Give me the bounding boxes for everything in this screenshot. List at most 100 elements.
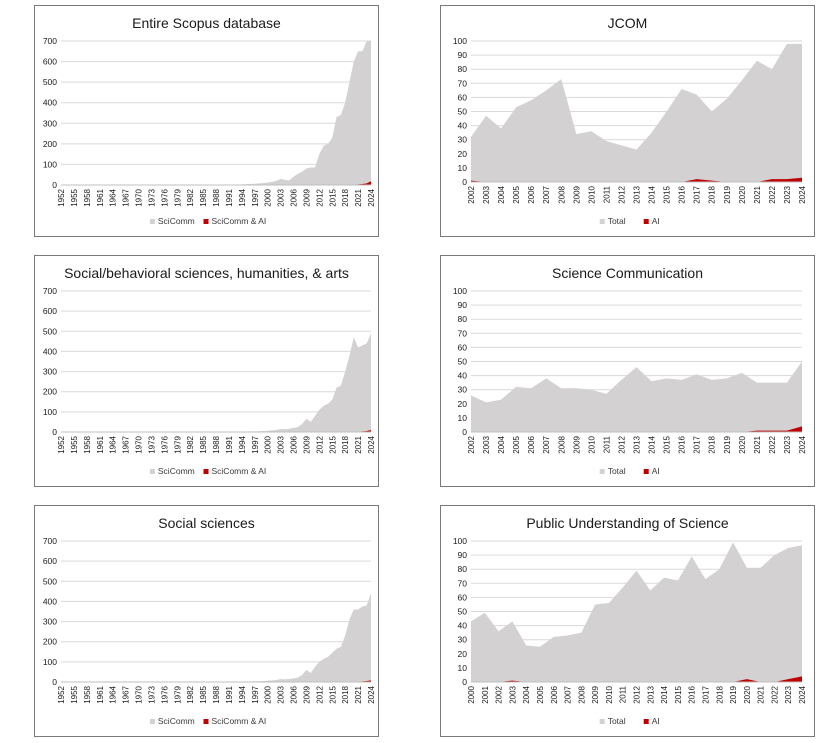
legend-label: AI — [652, 466, 660, 476]
x-tick-label: 2020 — [738, 185, 747, 203]
y-tick-label: 30 — [458, 385, 468, 395]
chart-panel-social-behavioral: 0 100 200 300 400 500 600 700 1952 1955 1958 1961 19… — [34, 255, 379, 487]
y-tick-label: 0 — [52, 677, 57, 687]
y-tick-label: 700 — [43, 536, 57, 546]
y-tick-label: 0 — [462, 427, 467, 437]
y-tick-label: 40 — [458, 371, 468, 381]
chart-title: Public Understanding of Science — [526, 515, 729, 531]
y-tick-label: 70 — [458, 78, 468, 88]
y-tick-label: 500 — [43, 576, 57, 586]
y-tick-label: 90 — [458, 300, 468, 310]
x-tick-label: 2017 — [701, 685, 710, 703]
x-tick-label: 2011 — [619, 685, 628, 703]
x-tick-label: 2013 — [646, 685, 655, 703]
x-tick-label: 2024 — [798, 185, 807, 203]
x-tick-label: 2021 — [354, 435, 363, 453]
x-tick-label: 1955 — [70, 188, 79, 206]
x-tick-label: 1955 — [70, 435, 79, 453]
legend-label: Total — [608, 716, 626, 726]
x-tick-label: 2019 — [729, 685, 738, 703]
y-tick-label: 0 — [462, 677, 467, 687]
x-tick-label: 1979 — [173, 435, 182, 453]
x-tick-label: 2005 — [512, 185, 521, 203]
y-tick-label: 40 — [458, 121, 468, 131]
y-tick-label: 0 — [52, 427, 57, 437]
legend-swatch — [643, 469, 649, 474]
legend: SciComm SciComm & AI — [149, 216, 266, 226]
y-tick-label: 300 — [43, 617, 57, 627]
legend-swatch — [643, 719, 649, 724]
series-area-ai — [471, 426, 802, 432]
series-area-scicomm — [61, 333, 371, 432]
series-area-total — [471, 43, 802, 182]
y-tick-label: 50 — [458, 357, 468, 367]
series-area-total — [471, 542, 802, 682]
x-tick-label: 1952 — [57, 685, 66, 703]
x-tick-label: 2016 — [678, 185, 687, 203]
y-tick-label: 600 — [43, 306, 57, 316]
x-tick-label: 2017 — [693, 185, 702, 203]
x-tick-label: 2006 — [527, 185, 536, 203]
y-tick-label: 500 — [43, 326, 57, 336]
x-tick-label: 2006 — [550, 685, 559, 703]
x-tick-label: 2012 — [315, 188, 324, 206]
x-tick-label: 1967 — [122, 685, 131, 703]
x-tick-label: 2021 — [753, 185, 762, 203]
x-tick-label: 2011 — [602, 435, 611, 453]
legend-swatch — [599, 719, 605, 724]
x-tick-label: 2022 — [768, 185, 777, 203]
x-tick-label: 1964 — [109, 685, 118, 703]
gridlines — [61, 540, 371, 683]
x-tick-label: 2003 — [482, 185, 491, 203]
x-tick-label: 2004 — [522, 685, 531, 703]
y-tick-label: 50 — [458, 607, 468, 617]
y-tick-label: 700 — [43, 286, 57, 296]
legend-label: SciComm & AI — [212, 466, 267, 476]
x-tick-label: 1955 — [70, 685, 79, 703]
x-tick-label: 1979 — [173, 685, 182, 703]
x-tick-label: 2016 — [678, 435, 687, 453]
x-tick-label: 2018 — [708, 185, 717, 203]
x-tick-label: 2008 — [557, 435, 566, 453]
x-tick-label: 1988 — [212, 685, 221, 703]
chart-svg: 0 10 20 30 40 50 60 70 80 90 100 2002 2003 2004 2005 20… — [453, 286, 807, 476]
legend: SciComm SciComm & AI — [149, 716, 266, 726]
legend-label: SciComm — [158, 216, 195, 226]
x-tick-label: 2014 — [648, 435, 657, 453]
chart-panel-public-understanding: 0 10 20 30 40 50 60 70 80 90 100 2000 2001 2002 2003 20… — [440, 505, 815, 737]
x-tick-label: 2022 — [770, 685, 779, 703]
x-tick-label: 1976 — [160, 188, 169, 206]
series-area-scicomm — [61, 593, 371, 682]
x-tick-label: 2003 — [482, 435, 491, 453]
x-tick-label: 2018 — [715, 685, 724, 703]
x-tick-label: 2000 — [264, 188, 273, 206]
y-tick-label: 60 — [458, 92, 468, 102]
chart-title: Social/behavioral sciences, humanities, … — [64, 265, 349, 281]
x-tick-label: 2000 — [264, 435, 273, 453]
y-tick-label: 100 — [453, 36, 467, 46]
x-tick-label: 1961 — [96, 435, 105, 453]
x-tick-label: 1991 — [225, 435, 234, 453]
x-tick-label: 2000 — [467, 685, 476, 703]
y-tick-label: 0 — [52, 180, 57, 190]
x-tick-label: 2021 — [757, 685, 766, 703]
y-tick-label: 200 — [43, 387, 57, 397]
y-tick-label: 100 — [453, 286, 467, 296]
x-tick-label: 1982 — [186, 188, 195, 206]
y-tick-label: 300 — [43, 118, 57, 128]
x-tick-label: 2013 — [633, 435, 642, 453]
x-tick-label: 2015 — [328, 188, 337, 206]
y-tick-label: 90 — [458, 550, 468, 560]
x-tick-label: 2009 — [572, 435, 581, 453]
x-tick-label: 2002 — [467, 435, 476, 453]
x-tick-label: 2007 — [542, 435, 551, 453]
x-tick-label: 2006 — [290, 188, 299, 206]
chart-panel-entire-scopus: 0 100 200 300 400 500 600 700 1952 1955 1958 1961 19… — [34, 5, 379, 237]
x-tick-label: 2011 — [602, 185, 611, 203]
x-tick-label: 1958 — [83, 188, 92, 206]
x-tick-label: 2023 — [783, 185, 792, 203]
y-tick-label: 100 — [43, 657, 57, 667]
x-tick-label: 2014 — [660, 685, 669, 703]
chart-title: JCOM — [607, 15, 648, 31]
x-tick-label: 2007 — [542, 185, 551, 203]
